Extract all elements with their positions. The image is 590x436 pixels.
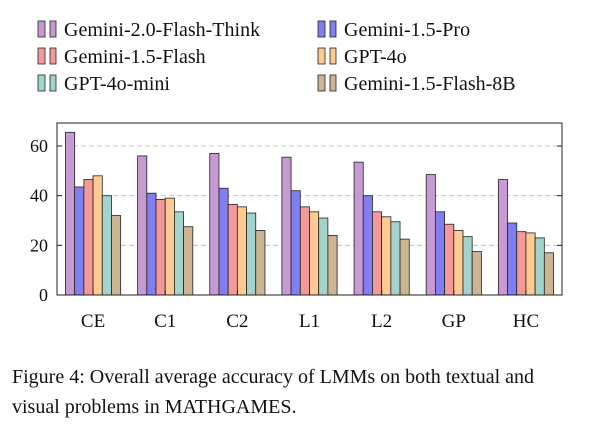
bar bbox=[111, 215, 122, 296]
bar bbox=[372, 211, 383, 296]
caption-name-part: M bbox=[164, 396, 183, 418]
legend-item: Gemini-2.0-Flash-Think bbox=[37, 19, 260, 41]
x-tick-label: C2 bbox=[226, 311, 248, 332]
bar bbox=[218, 187, 229, 296]
legend-swatch bbox=[329, 20, 337, 38]
legend-swatch bbox=[37, 20, 46, 38]
legend-swatch bbox=[329, 74, 337, 92]
legend-item: GPT-4o bbox=[317, 46, 407, 68]
bar bbox=[83, 179, 94, 296]
bar bbox=[543, 252, 554, 296]
bar bbox=[209, 153, 220, 296]
legend-label: Gemini-1.5-Flash bbox=[64, 46, 206, 68]
y-tick-label: 60 bbox=[30, 136, 48, 156]
bar bbox=[516, 231, 527, 296]
x-axis: CE C1 C2 L1 L2 GP HC bbox=[81, 290, 539, 332]
bar bbox=[236, 206, 247, 296]
bar bbox=[255, 230, 266, 296]
x-tick-label: L1 bbox=[299, 311, 320, 332]
x-tick-label: L2 bbox=[371, 311, 392, 332]
bar bbox=[155, 198, 166, 296]
bars bbox=[65, 131, 554, 296]
y-tick-label: 0 bbox=[39, 285, 48, 305]
legend-label: GPT-4o-mini bbox=[64, 73, 170, 95]
x-tick-label: C1 bbox=[154, 311, 176, 332]
bar bbox=[290, 190, 301, 296]
bar bbox=[462, 236, 473, 296]
caption-text: Figure 4: Overall average accuracy of LM… bbox=[12, 366, 535, 418]
x-tick-label: HC bbox=[513, 311, 539, 332]
bar bbox=[92, 175, 103, 296]
legend-swatch bbox=[49, 20, 57, 38]
bar bbox=[381, 216, 392, 296]
legend-label: Gemini-2.0-Flash-Think bbox=[64, 19, 260, 41]
caption-name-part: ATH bbox=[182, 396, 222, 418]
legend-swatch bbox=[49, 47, 57, 65]
bar bbox=[362, 195, 373, 296]
legend-swatch bbox=[37, 47, 46, 65]
x-tick-label: GP bbox=[442, 311, 466, 332]
figure-caption: Figure 4: Overall average accuracy of LM… bbox=[12, 362, 582, 422]
bar bbox=[281, 156, 292, 296]
bar bbox=[227, 203, 238, 296]
legend-label: Gemini-1.5-Flash-8B bbox=[344, 73, 516, 95]
legend: Gemini-2.0-Flash-Think Gemini-1.5-Pro Gemi… bbox=[37, 19, 516, 95]
legend-item: Gemini-1.5-Flash bbox=[37, 46, 206, 68]
bar bbox=[390, 221, 401, 296]
bar bbox=[507, 222, 518, 296]
bar-chart: Gemini-2.0-Flash-Think Gemini-1.5-Pro Gemi… bbox=[30, 19, 563, 332]
bar bbox=[164, 197, 175, 296]
bar bbox=[353, 161, 364, 296]
bar bbox=[299, 206, 310, 296]
bar bbox=[74, 186, 85, 296]
bar bbox=[471, 251, 482, 296]
caption-name-part: G bbox=[221, 396, 236, 418]
legend-swatch bbox=[329, 47, 337, 65]
bar bbox=[534, 237, 545, 296]
bar bbox=[183, 226, 194, 296]
y-tick-label: 20 bbox=[30, 235, 48, 255]
y-axis: 0 20 40 60 bbox=[30, 136, 562, 305]
legend-swatch bbox=[37, 74, 46, 92]
legend-swatch bbox=[49, 74, 57, 92]
bar bbox=[101, 195, 112, 296]
bar bbox=[146, 192, 157, 296]
bar bbox=[497, 179, 508, 296]
legend-item: Gemini-1.5-Flash-8B bbox=[317, 73, 516, 95]
caption-suffix: . bbox=[291, 396, 297, 418]
legend-item: Gemini-1.5-Pro bbox=[317, 19, 470, 41]
legend-item: GPT-4o-mini bbox=[37, 73, 170, 95]
bar bbox=[425, 174, 436, 296]
bar bbox=[318, 217, 329, 296]
bar bbox=[246, 212, 257, 296]
bar bbox=[434, 211, 445, 296]
legend-label: Gemini-1.5-Pro bbox=[344, 19, 470, 41]
y-tick-label: 40 bbox=[30, 186, 48, 206]
bar bbox=[174, 211, 185, 296]
legend-swatch bbox=[317, 74, 326, 92]
legend-label: GPT-4o bbox=[344, 46, 407, 68]
bar bbox=[327, 234, 338, 296]
bar bbox=[65, 131, 76, 296]
bar bbox=[399, 238, 410, 296]
bar bbox=[453, 230, 464, 296]
bar bbox=[309, 211, 320, 296]
legend-swatch bbox=[317, 47, 326, 65]
x-tick-label: CE bbox=[81, 311, 105, 332]
legend-swatch bbox=[317, 20, 326, 38]
bar bbox=[525, 232, 536, 296]
bar bbox=[444, 223, 455, 296]
bar bbox=[137, 155, 148, 296]
caption-name-part: AMES bbox=[235, 396, 292, 418]
